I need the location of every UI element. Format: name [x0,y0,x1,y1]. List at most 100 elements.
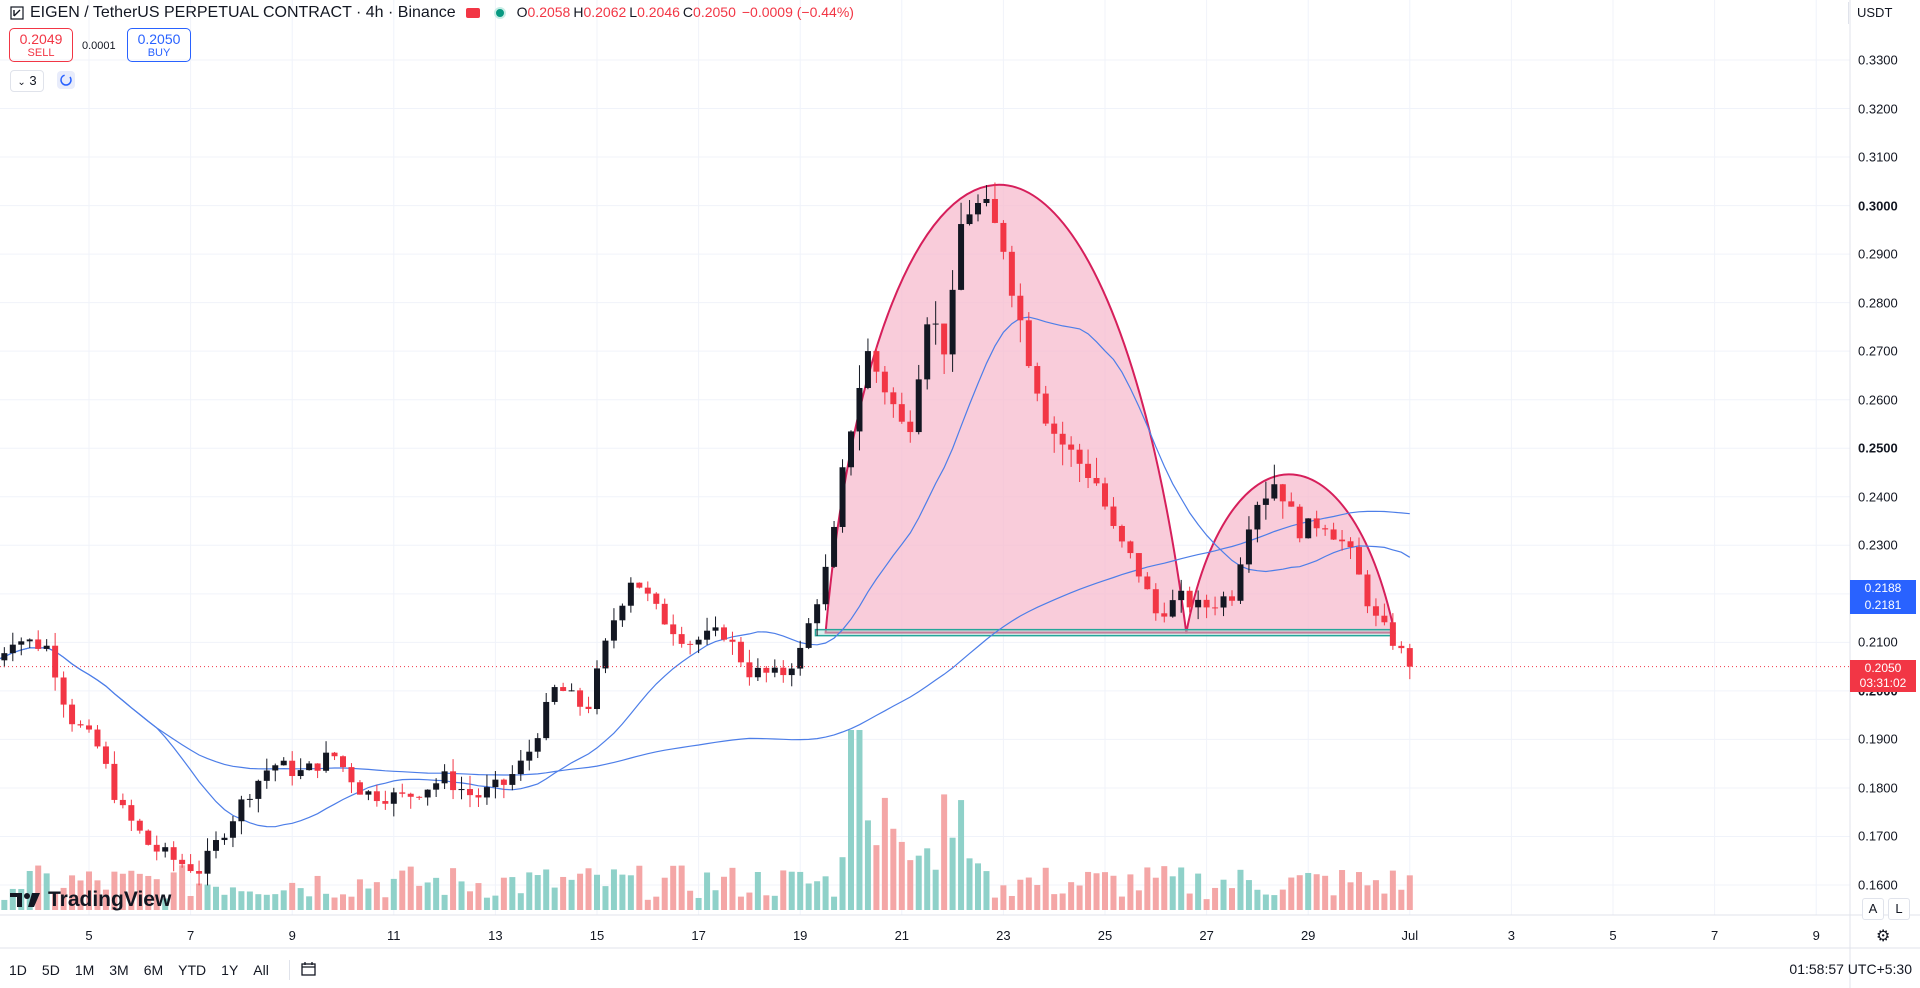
volume-bars [1,730,1413,910]
range-1d-button[interactable]: 1D [9,962,27,978]
volume-bar [763,895,770,910]
volume-bar [1,899,8,910]
tradingview-watermark[interactable]: TradingView [10,888,171,912]
candle-body [289,760,296,777]
volume-bar [1262,894,1269,910]
volume-bar [1305,872,1312,910]
candle-body [983,198,990,204]
currency-selector[interactable]: USDT [1848,2,1918,24]
candle-body [915,379,922,433]
candle-body [907,421,914,433]
candle-body [373,791,380,802]
symbol-title[interactable]: EIGEN / TetherUS PERPETUAL CONTRACT · 4h… [30,4,456,21]
auto-scale-button[interactable]: A [1862,898,1884,920]
range-6m-button[interactable]: 6M [143,962,164,978]
sell-button[interactable]: 0.2049 SELL [9,28,73,62]
candle-body [1076,449,1083,464]
date-range-icon[interactable] [300,961,318,980]
candle-body [297,770,304,777]
candle-body [35,639,42,649]
buy-price: 0.2050 [137,31,181,47]
volume-bar [297,888,304,910]
flag-icon[interactable] [465,8,480,18]
candle-body [1042,393,1049,424]
candle-body [1339,539,1346,542]
ma-fast-line [0,316,1411,828]
range-3m-button[interactable]: 3M [109,962,129,978]
candle-body [898,404,905,422]
range-ytd-button[interactable]: YTD [178,962,207,978]
candle-body [822,566,829,605]
volume-bar [788,871,795,910]
candle-body [1161,613,1168,617]
gear-icon[interactable]: ⚙ [1876,928,1891,945]
volume-bar [729,867,736,910]
volume-bar [1195,873,1202,910]
clock[interactable]: 01:58:57 UTC+5:30 [1789,961,1912,977]
log-scale-button[interactable]: L [1888,898,1910,920]
price-tick: 0.3000 [1858,198,1898,214]
volume-bar [492,895,499,910]
ohlc-value: 0.2046 [637,4,680,20]
candle-body [1127,541,1134,554]
candle-body [864,351,871,388]
volume-bar [517,893,524,910]
candle-body [348,767,355,783]
candle-body [1102,483,1108,507]
volume-bar [1347,882,1354,910]
volume-bar [627,875,634,910]
ma-fast-tag: 0.2188 [1850,580,1916,597]
market-status-icon[interactable] [493,7,506,19]
volume-bar [86,871,92,910]
volume-bar [1339,870,1346,910]
candle-body [721,627,727,640]
time-tick: 23 [996,928,1011,943]
candle-body [399,792,406,794]
candle-body [941,323,948,355]
volume-bar [102,889,109,910]
buy-button[interactable]: 0.2050 BUY [127,28,191,62]
candle-body [60,677,67,705]
volume-bar [450,868,457,910]
volume-bar [1398,889,1405,910]
ohlc-value: 0.2050 [693,4,736,20]
volume-bar [348,896,355,910]
price-tick: 0.2700 [1858,343,1898,359]
range-5d-button[interactable]: 5D [41,962,60,978]
refresh-icon[interactable] [57,71,75,89]
range-1y-button[interactable]: 1Y [221,962,239,978]
time-tick: 11 [387,928,401,943]
ohlc-value: 0.2062 [583,4,627,20]
spread-value: 0.0001 [82,40,116,52]
volume-bar [1127,874,1134,910]
candle-body [323,752,330,771]
volume-bar [585,868,592,910]
sell-price: 0.2049 [19,31,63,47]
candle-body [204,850,211,874]
range-all-button[interactable]: All [253,962,269,978]
volume-bar [280,890,287,910]
indicators-toggle[interactable]: ⌄ 3 [10,70,44,92]
candle-body [1059,433,1066,445]
ohlc-value: −0.0009 (−0.44%) [741,4,854,20]
candle-body [1085,463,1092,479]
candle-body [1135,553,1142,577]
candle-body [670,624,677,635]
first-arc [824,183,1188,634]
candle-body [678,634,685,644]
candle-body [1389,622,1396,646]
candle-body [704,630,711,640]
time-tick: 9 [288,928,296,943]
range-1m-button[interactable]: 1M [74,962,95,978]
volume-bar [1296,875,1303,910]
ohlc-key: O [516,4,528,20]
candle-body [831,526,838,567]
candle-body [475,795,482,798]
exchange-logo-icon [10,6,24,20]
volume-bar [1093,873,1100,910]
candle-body [848,431,854,468]
candle-body [246,798,253,800]
candle-body [86,725,92,730]
candle-body [1008,251,1015,296]
